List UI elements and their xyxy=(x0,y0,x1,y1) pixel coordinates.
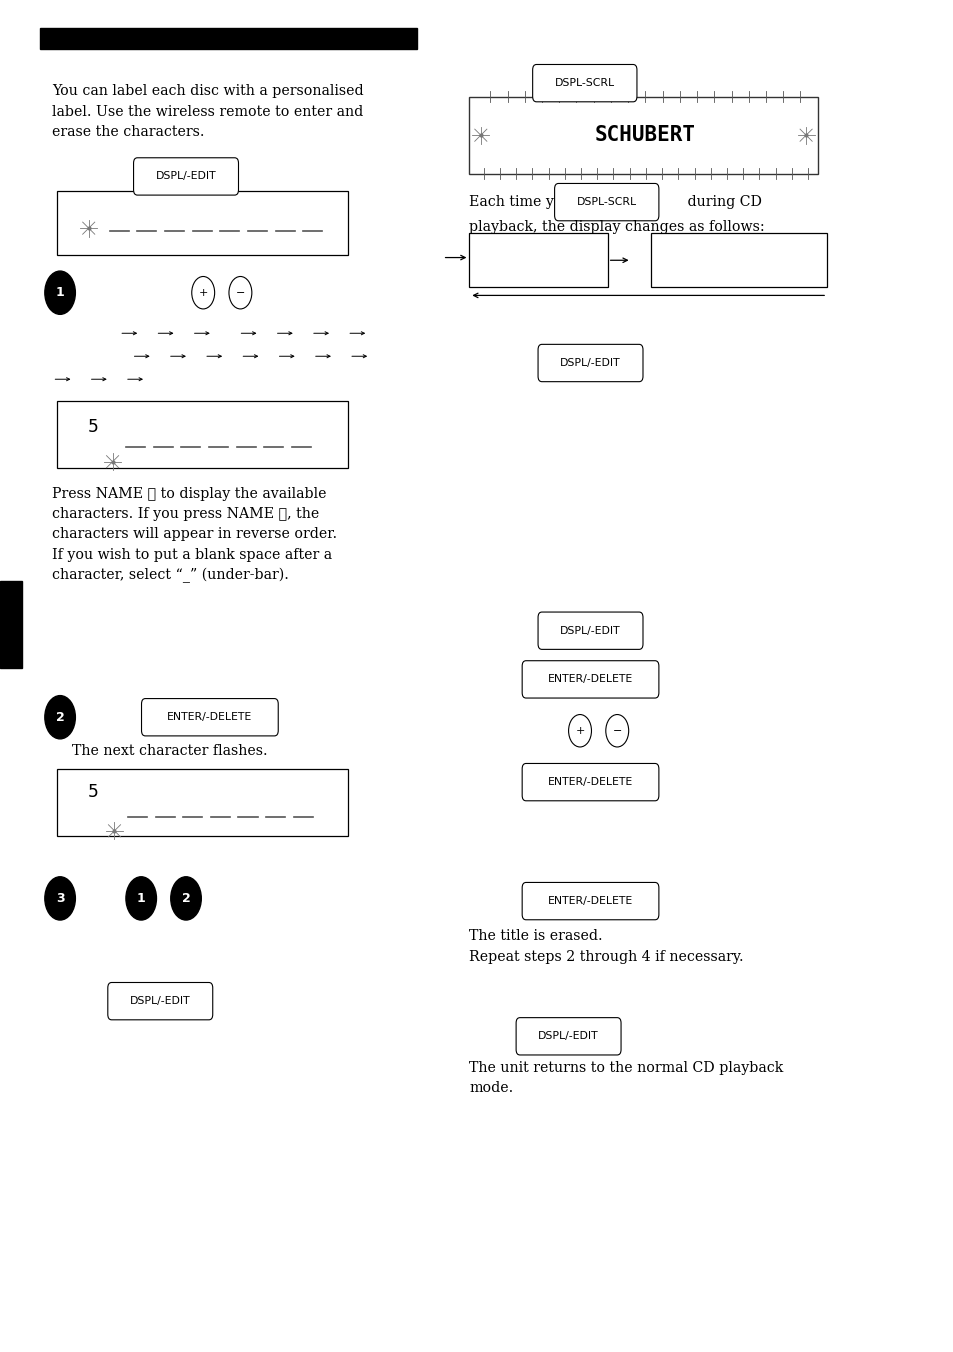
Text: ENTER/-DELETE: ENTER/-DELETE xyxy=(547,896,633,906)
Circle shape xyxy=(45,270,75,315)
FancyBboxPatch shape xyxy=(516,1018,620,1055)
Text: DSPL/-EDIT: DSPL/-EDIT xyxy=(559,358,620,368)
Text: 2: 2 xyxy=(55,711,65,723)
FancyBboxPatch shape xyxy=(521,661,659,698)
Circle shape xyxy=(229,277,252,310)
Circle shape xyxy=(192,277,214,310)
Circle shape xyxy=(126,876,156,919)
Text: The next character flashes.: The next character flashes. xyxy=(71,744,267,758)
Text: +: + xyxy=(198,288,208,297)
Bar xyxy=(57,768,348,836)
Text: 3: 3 xyxy=(55,892,65,904)
Bar xyxy=(469,233,607,288)
Text: 1: 1 xyxy=(136,892,146,904)
Text: during CD: during CD xyxy=(682,196,761,210)
Text: DSPL/-EDIT: DSPL/-EDIT xyxy=(130,996,191,1006)
Text: 1: 1 xyxy=(55,287,65,299)
Text: DSPL-SCRL: DSPL-SCRL xyxy=(554,78,615,88)
FancyBboxPatch shape xyxy=(537,345,642,381)
FancyBboxPatch shape xyxy=(532,65,637,101)
Text: DSPL-SCRL: DSPL-SCRL xyxy=(576,197,637,207)
Text: 2: 2 xyxy=(181,892,191,904)
Text: ENTER/-DELETE: ENTER/-DELETE xyxy=(167,713,253,722)
Text: 5: 5 xyxy=(88,418,99,435)
FancyBboxPatch shape xyxy=(133,158,238,195)
Bar xyxy=(40,27,416,49)
Circle shape xyxy=(45,876,75,919)
Bar xyxy=(650,233,826,288)
Text: 5: 5 xyxy=(88,783,99,802)
Text: The title is erased.
Repeat steps 2 through 4 if necessary.: The title is erased. Repeat steps 2 thro… xyxy=(469,930,743,964)
FancyBboxPatch shape xyxy=(537,612,642,649)
Text: −: − xyxy=(235,288,245,297)
FancyBboxPatch shape xyxy=(521,764,659,800)
Text: You can label each disc with a personalised
label. Use the wireless remote to en: You can label each disc with a personali… xyxy=(52,84,364,139)
Text: playback, the display changes as follows:: playback, the display changes as follows… xyxy=(469,220,764,234)
Bar xyxy=(57,402,348,469)
Text: DSPL/-EDIT: DSPL/-EDIT xyxy=(537,1032,598,1041)
Circle shape xyxy=(45,696,75,738)
Text: Each time you press: Each time you press xyxy=(469,196,615,210)
Text: ENTER/-DELETE: ENTER/-DELETE xyxy=(547,777,633,787)
Text: ENTER/-DELETE: ENTER/-DELETE xyxy=(547,675,633,684)
Circle shape xyxy=(605,714,628,746)
FancyBboxPatch shape xyxy=(521,883,659,919)
Text: Press NAME ⓧ to display the available
characters. If you press NAME ⓧ, the
chara: Press NAME ⓧ to display the available ch… xyxy=(52,488,337,583)
Circle shape xyxy=(171,876,201,919)
Bar xyxy=(0,581,22,668)
Text: DSPL/-EDIT: DSPL/-EDIT xyxy=(155,172,216,181)
FancyBboxPatch shape xyxy=(108,983,213,1019)
FancyBboxPatch shape xyxy=(554,184,659,220)
Circle shape xyxy=(568,714,591,746)
Text: DSPL/-EDIT: DSPL/-EDIT xyxy=(559,626,620,635)
Bar xyxy=(57,192,348,256)
FancyBboxPatch shape xyxy=(141,699,278,735)
Text: +: + xyxy=(575,726,584,735)
Text: SCHUBERT: SCHUBERT xyxy=(594,126,695,145)
Text: −: − xyxy=(612,726,621,735)
Bar xyxy=(469,96,817,173)
Text: The unit returns to the normal CD playback
mode.: The unit returns to the normal CD playba… xyxy=(469,1060,782,1095)
